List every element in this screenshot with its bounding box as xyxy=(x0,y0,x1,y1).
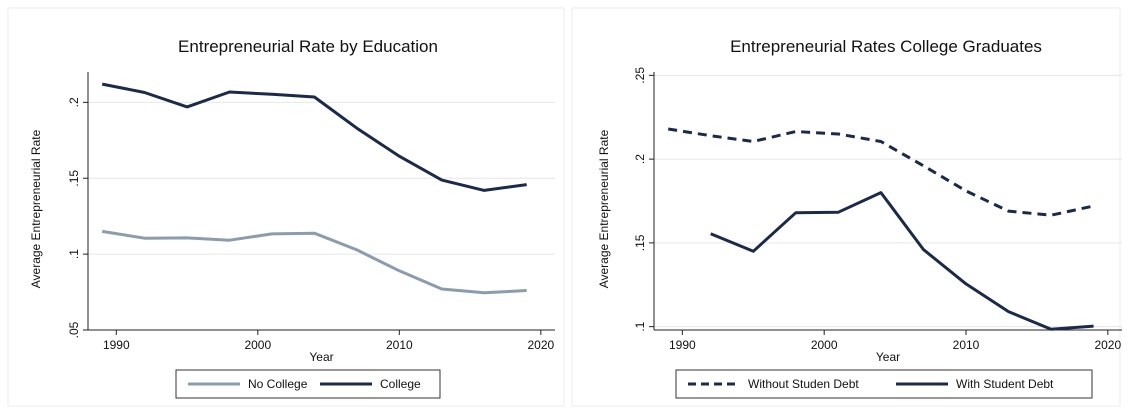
x-tick-label: 2020 xyxy=(1094,338,1121,352)
series-line-with-student-debt xyxy=(710,191,1094,331)
panel-frame xyxy=(571,7,1121,407)
legend-box xyxy=(675,369,1093,399)
y-tick-label: .1 xyxy=(633,321,647,331)
y-tick-label: .15 xyxy=(67,170,81,187)
series-line-college xyxy=(101,82,527,192)
x-tick-label: 2000 xyxy=(811,338,838,352)
x-tick-label: 1990 xyxy=(103,338,130,352)
series-line-without-studen-debt xyxy=(667,127,1094,217)
x-axis-label: Year xyxy=(876,350,900,364)
x-tick-label: 2020 xyxy=(527,338,554,352)
legend-label: With Student Debt xyxy=(956,377,1054,391)
x-tick-label: 2010 xyxy=(386,338,413,352)
x-tick-label: 1990 xyxy=(669,338,696,352)
panel-frame xyxy=(7,7,565,407)
x-axis-label: Year xyxy=(309,350,333,364)
y-tick-label: .15 xyxy=(633,234,647,251)
y-tick-label: .25 xyxy=(633,67,647,84)
x-tick-label: 2000 xyxy=(244,338,271,352)
y-tick-label: .05 xyxy=(67,321,81,338)
x-tick-label: 2010 xyxy=(953,338,980,352)
legend-label: No College xyxy=(248,377,308,391)
y-tick-label: .2 xyxy=(67,97,81,107)
y-axis-label: Average Entrepreneurial Rate xyxy=(29,129,43,288)
y-tick-label: .1 xyxy=(67,249,81,259)
series-line-no-college xyxy=(101,229,527,295)
chart-panel-1: .05 .1 .15 .2 1990 2000 2010 2020 Entrepreneuria… xyxy=(7,7,565,407)
y-tick-label: .2 xyxy=(633,154,647,164)
chart-title: Entrepreneurial Rates College Graduates xyxy=(730,37,1042,56)
chart-panel-2: .1 .15 .2 .25 1990 2000 2010 2020 Entrepreneuria… xyxy=(571,7,1122,407)
y-axis-label: Average Entrepreneurial Rate xyxy=(597,129,611,288)
chart-title: Entrepreneurial Rate by Education xyxy=(178,37,438,56)
legend-label: College xyxy=(380,377,421,391)
legend-label: Without Studen Debt xyxy=(748,377,859,391)
